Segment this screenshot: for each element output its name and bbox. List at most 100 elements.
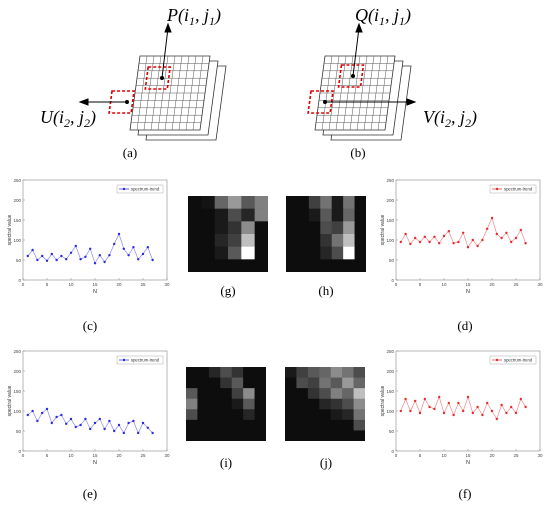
heat-cell bbox=[208, 398, 221, 410]
heat-cell bbox=[308, 196, 321, 209]
heatmap-h bbox=[286, 196, 366, 272]
data-point bbox=[108, 254, 111, 257]
data-point bbox=[69, 251, 73, 254]
x-tick-label: 15 bbox=[92, 282, 98, 287]
heat-cell bbox=[342, 377, 354, 389]
heat-cell bbox=[208, 388, 221, 400]
caption-f: (f) bbox=[458, 486, 472, 501]
heat-cell bbox=[254, 259, 268, 272]
heat-cell bbox=[231, 398, 244, 410]
heat-cell bbox=[354, 196, 366, 209]
heat-cell bbox=[201, 196, 215, 209]
heat-cell bbox=[197, 377, 210, 389]
y-tick-label: 150 bbox=[13, 389, 21, 394]
data-point bbox=[457, 240, 460, 244]
heat-cell bbox=[296, 377, 309, 389]
heat-cell bbox=[319, 419, 332, 431]
data-point bbox=[438, 395, 441, 399]
y-axis-label: spectral value bbox=[380, 385, 386, 416]
heat-cell bbox=[231, 377, 244, 389]
heat-cell bbox=[220, 398, 233, 410]
heat-cell bbox=[188, 234, 202, 247]
heat-cell bbox=[307, 419, 320, 431]
x-axis-label: N bbox=[466, 460, 470, 466]
data-point bbox=[55, 415, 58, 419]
heat-cell bbox=[285, 409, 297, 421]
data-point bbox=[466, 395, 470, 399]
data-point bbox=[414, 399, 417, 403]
x-tick-label: 5 bbox=[46, 453, 49, 458]
heat-cell bbox=[308, 246, 321, 260]
x-tick-label: 30 bbox=[537, 282, 543, 287]
caption-b: (b) bbox=[350, 145, 366, 160]
data-point bbox=[452, 242, 455, 245]
data-point bbox=[486, 227, 489, 230]
data-point bbox=[500, 236, 503, 240]
heat-cell bbox=[254, 196, 268, 209]
heat-cell bbox=[331, 221, 344, 235]
data-point bbox=[93, 421, 97, 425]
plot-area bbox=[395, 179, 541, 281]
arrow-p-a bbox=[160, 22, 172, 80]
heat-cell bbox=[330, 377, 343, 389]
heat-cell bbox=[286, 208, 298, 222]
heat-cell bbox=[228, 221, 242, 235]
heat-cell bbox=[231, 430, 244, 441]
heatmap-g bbox=[188, 196, 268, 272]
grid-front-a bbox=[129, 55, 211, 131]
x-tick-label: 15 bbox=[465, 282, 471, 287]
data-point bbox=[486, 401, 489, 405]
heat-cell bbox=[342, 419, 354, 431]
data-point bbox=[495, 417, 498, 421]
y-tick-label: 250 bbox=[386, 178, 394, 183]
caption-h: (h) bbox=[318, 283, 334, 298]
heat-cell bbox=[285, 398, 297, 410]
data-point bbox=[31, 409, 34, 413]
data-point bbox=[36, 419, 39, 423]
x-tick-label: 0 bbox=[395, 282, 398, 287]
y-tick-label: 150 bbox=[13, 218, 21, 223]
caption-i: (i) bbox=[219, 455, 233, 470]
heat-cell bbox=[254, 388, 266, 400]
heat-cell bbox=[231, 409, 244, 421]
plot-area bbox=[22, 350, 168, 452]
data-point bbox=[65, 258, 68, 261]
data-point bbox=[127, 254, 130, 257]
data-point bbox=[399, 240, 402, 244]
x-tick-label: 20 bbox=[489, 453, 495, 458]
data-point bbox=[524, 242, 527, 245]
y-tick-label: 150 bbox=[386, 218, 394, 223]
data-point bbox=[93, 262, 97, 265]
heat-cell bbox=[285, 419, 297, 431]
data-point bbox=[514, 411, 518, 415]
data-point bbox=[505, 411, 508, 415]
heat-cell bbox=[254, 419, 266, 431]
y-tick-label: 0 bbox=[18, 449, 21, 454]
heat-cell bbox=[186, 377, 198, 389]
heat-cell bbox=[231, 419, 244, 431]
caption-c: (c) bbox=[82, 318, 98, 333]
data-point bbox=[108, 419, 111, 423]
data-point bbox=[433, 235, 436, 238]
heat-cell bbox=[353, 430, 365, 441]
legend: spectrum-trend bbox=[116, 184, 164, 194]
heat-cell bbox=[241, 196, 255, 209]
data-point bbox=[137, 431, 140, 435]
heat-cell bbox=[296, 419, 309, 431]
x-tick-label: 10 bbox=[441, 453, 447, 458]
y-tick-label: 50 bbox=[389, 258, 395, 263]
heat-cell bbox=[342, 388, 354, 400]
heat-cell bbox=[285, 377, 297, 389]
heat-cell bbox=[228, 208, 242, 222]
y-tick-label: 0 bbox=[391, 278, 394, 283]
data-point bbox=[31, 248, 34, 252]
data-point bbox=[117, 423, 121, 427]
y-axis-label: spectral value bbox=[7, 214, 13, 245]
x-tick-label: 20 bbox=[116, 453, 122, 458]
heat-cell bbox=[353, 367, 365, 378]
data-point bbox=[89, 247, 92, 250]
heat-cell bbox=[285, 388, 297, 400]
data-point bbox=[74, 244, 78, 248]
data-point bbox=[447, 230, 450, 233]
heat-cell bbox=[254, 367, 266, 378]
